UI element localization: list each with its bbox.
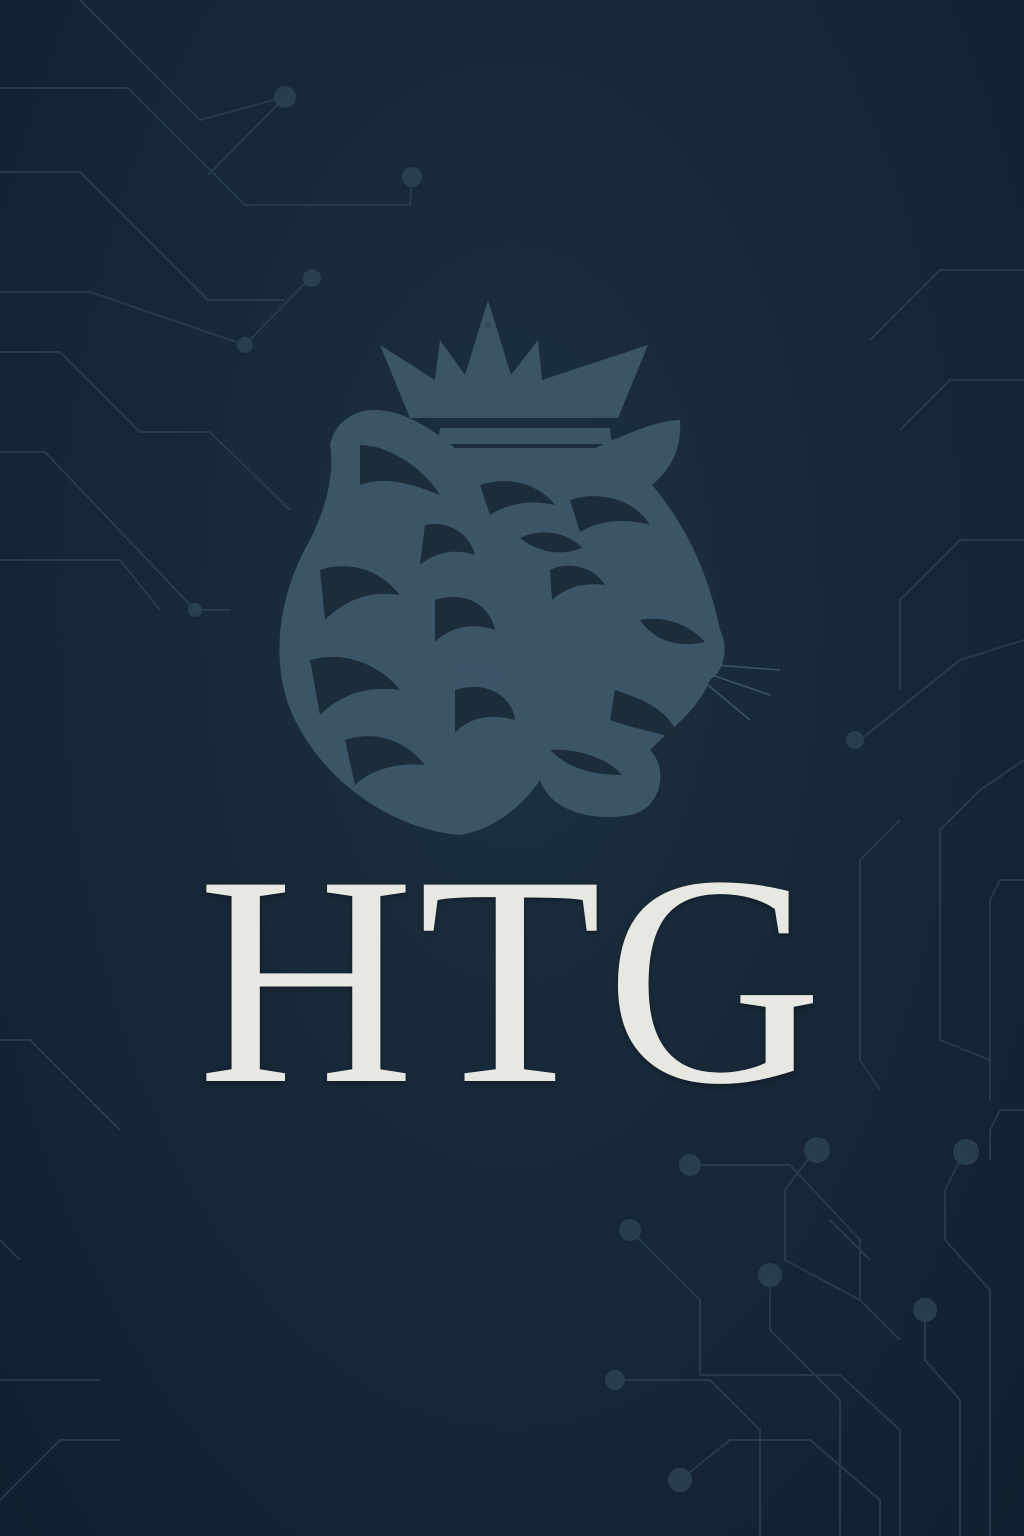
brand-wordmark: HTG	[197, 814, 827, 1146]
crowned-tiger-head-icon	[279, 300, 781, 835]
